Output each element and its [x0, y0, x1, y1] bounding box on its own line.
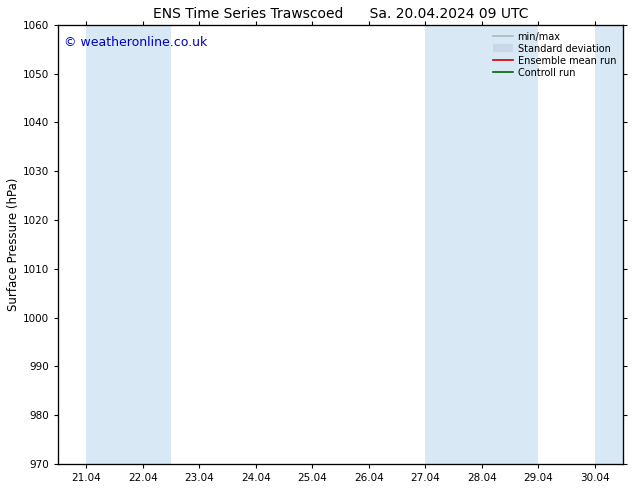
Legend: min/max, Standard deviation, Ensemble mean run, Controll run: min/max, Standard deviation, Ensemble me… — [491, 30, 618, 79]
Bar — [115, 25, 171, 464]
Bar — [595, 25, 623, 464]
Text: © weatheronline.co.uk: © weatheronline.co.uk — [63, 36, 207, 49]
Title: ENS Time Series Trawscoed      Sa. 20.04.2024 09 UTC: ENS Time Series Trawscoed Sa. 20.04.2024… — [153, 7, 528, 21]
Bar — [482, 25, 538, 464]
Bar — [425, 25, 482, 464]
Y-axis label: Surface Pressure (hPa): Surface Pressure (hPa) — [7, 178, 20, 311]
Bar — [86, 25, 115, 464]
